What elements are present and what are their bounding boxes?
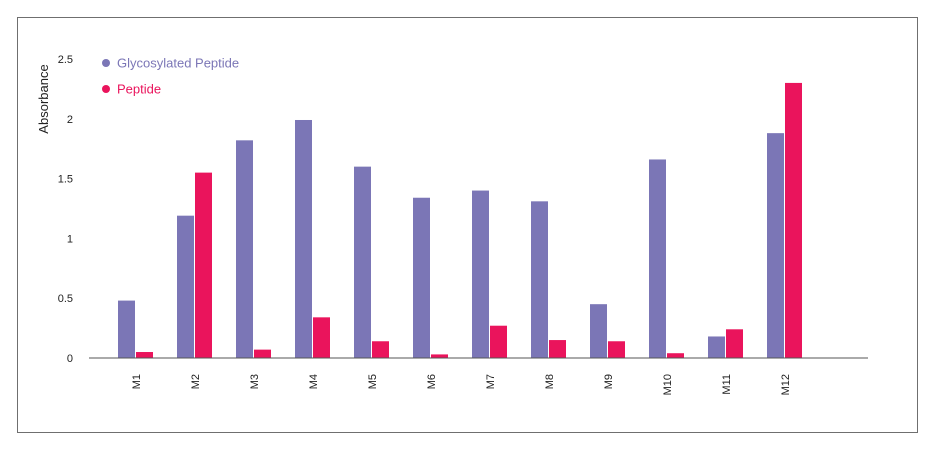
bar-peptide-m7 [490, 325, 507, 358]
y-tick-label: 0.5 [58, 293, 73, 305]
legend: Glycosylated Peptide Peptide [102, 56, 239, 97]
y-axis-ticks: 0 0.5 1 1.5 2 2.5 [58, 54, 73, 365]
x-tick-label: M7 [485, 374, 497, 389]
bars [118, 82, 802, 359]
y-tick-label: 2 [67, 114, 73, 126]
y-tick-label: 2.5 [58, 54, 73, 66]
bar-glycosylated-peptide-m11 [708, 336, 725, 358]
bar-peptide-m3 [254, 349, 271, 358]
bar-peptide-m9 [608, 341, 625, 358]
bar-peptide-m4 [313, 317, 330, 358]
x-tick-label: M3 [249, 374, 261, 389]
bar-glycosylated-peptide-m8 [531, 201, 548, 358]
legend-marker [102, 85, 110, 93]
bar-peptide-m12 [785, 82, 802, 359]
bar-peptide-m8 [549, 340, 566, 358]
x-tick-label: M10 [662, 374, 674, 395]
bar-peptide-m2 [195, 172, 212, 358]
legend-marker [102, 59, 110, 67]
x-axis-ticks: M1 M2 M3 M4 M5 M6 M7 M8 M9 M10 M11 M12 [131, 374, 792, 395]
bar-glycosylated-peptide-m5 [354, 166, 371, 358]
bar-glycosylated-peptide-m9 [590, 304, 607, 358]
bar-glycosylated-peptide-m1 [118, 300, 135, 358]
bar-glycosylated-peptide-m3 [236, 140, 253, 358]
bar-peptide-m11 [726, 329, 743, 358]
x-tick-label: M8 [544, 374, 556, 389]
bar-peptide-m1 [136, 352, 153, 358]
y-tick-label: 0 [67, 353, 73, 365]
x-tick-label: M11 [721, 374, 733, 395]
x-tick-label: M12 [780, 374, 792, 395]
bar-glycosylated-peptide-m6 [413, 197, 430, 358]
x-tick-label: M9 [603, 374, 615, 389]
x-tick-label: M5 [367, 374, 379, 389]
y-axis-label: Absorbance [36, 64, 51, 133]
bar-glycosylated-peptide-m4 [295, 119, 312, 358]
legend-label: Glycosylated Peptide [117, 56, 239, 71]
legend-label: Peptide [117, 82, 161, 97]
y-tick-label: 1.5 [58, 174, 73, 186]
bar-peptide-m5 [372, 341, 389, 358]
bar-glycosylated-peptide-m12 [767, 133, 784, 358]
bar-glycosylated-peptide-m7 [472, 190, 489, 358]
y-tick-label: 1 [67, 233, 73, 245]
bar-peptide-m6 [431, 354, 448, 358]
x-tick-label: M2 [190, 374, 202, 389]
x-tick-label: M6 [426, 374, 438, 389]
x-tick-label: M4 [308, 374, 320, 389]
chart-frame [17, 17, 918, 433]
bar-glycosylated-peptide-m10 [649, 159, 666, 358]
bar-glycosylated-peptide-m2 [177, 215, 194, 358]
bar-peptide-m10 [667, 353, 684, 358]
x-tick-label: M1 [131, 374, 143, 389]
